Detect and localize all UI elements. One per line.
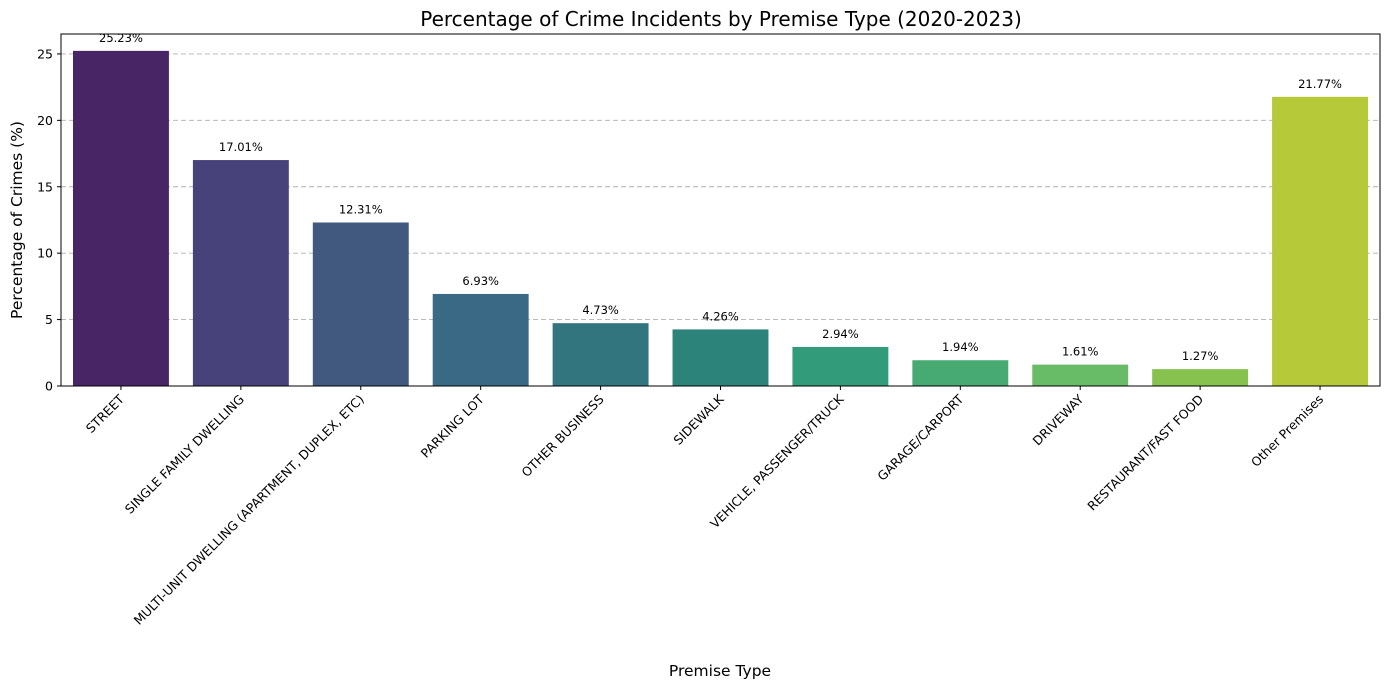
data-label: 4.26% xyxy=(702,309,739,323)
y-axis-label: Percentage of Crimes (%) xyxy=(8,121,26,319)
data-label: 2.94% xyxy=(822,327,859,341)
chart-title: Percentage of Crime Incidents by Premise… xyxy=(420,7,1022,31)
y-tick-label: 20 xyxy=(37,113,53,128)
data-label: 12.31% xyxy=(339,202,383,216)
data-label: 4.73% xyxy=(582,303,619,317)
y-tick-label: 0 xyxy=(45,379,53,394)
bar xyxy=(912,360,1009,386)
bar xyxy=(1032,364,1129,386)
x-tick-label: GARAGE/CARPORT xyxy=(874,391,966,483)
x-tick-label: PARKING LOT xyxy=(418,391,487,460)
data-label: 1.27% xyxy=(1182,349,1219,363)
y-axis: 0 5 10 15 20 25 xyxy=(37,46,61,394)
bar xyxy=(552,323,649,386)
plot-frame xyxy=(60,33,1381,387)
data-label: 6.93% xyxy=(462,274,499,288)
bar xyxy=(312,222,409,386)
bar xyxy=(72,50,169,386)
y-tick-label: 15 xyxy=(37,179,53,194)
bar xyxy=(672,329,769,386)
data-labels: 25.23% 17.01% 12.31% 6.93% 4.73% 4.26% 2.94% 1.… xyxy=(99,31,1342,363)
x-tick-label: SIDEWALK xyxy=(670,391,727,448)
data-label: 1.94% xyxy=(942,340,979,354)
data-label: 17.01% xyxy=(219,140,263,154)
x-tick-label: VEHICLE, PASSENGER/TRUCK xyxy=(707,391,847,531)
bars xyxy=(72,50,1369,387)
bar xyxy=(432,293,529,386)
y-tick-label: 25 xyxy=(37,46,53,61)
x-tick-label: STREET xyxy=(83,391,128,436)
x-tick-label: SINGLE FAMILY DWELLING xyxy=(122,392,247,517)
x-tick-label: MULTI-UNIT DWELLING (APARTMENT, DUPLEX, … xyxy=(131,392,367,628)
data-label: 1.61% xyxy=(1062,345,1099,359)
x-axis-label: Premise Type xyxy=(669,662,771,680)
y-tick-label: 10 xyxy=(37,246,53,261)
data-label: 21.77% xyxy=(1298,77,1342,91)
bar xyxy=(1272,96,1369,387)
x-tick-label: OTHER BUSINESS xyxy=(518,391,606,479)
bar xyxy=(1152,369,1249,386)
bar xyxy=(192,160,289,386)
x-tick-label: RESTAURANT/FAST FOOD xyxy=(1084,392,1206,514)
bar xyxy=(792,346,889,386)
x-tick-label: Other Premises xyxy=(1248,392,1326,470)
data-label: 25.23% xyxy=(99,31,143,45)
x-tick-label: DRIVEWAY xyxy=(1030,391,1087,448)
y-tick-label: 5 xyxy=(45,312,53,327)
